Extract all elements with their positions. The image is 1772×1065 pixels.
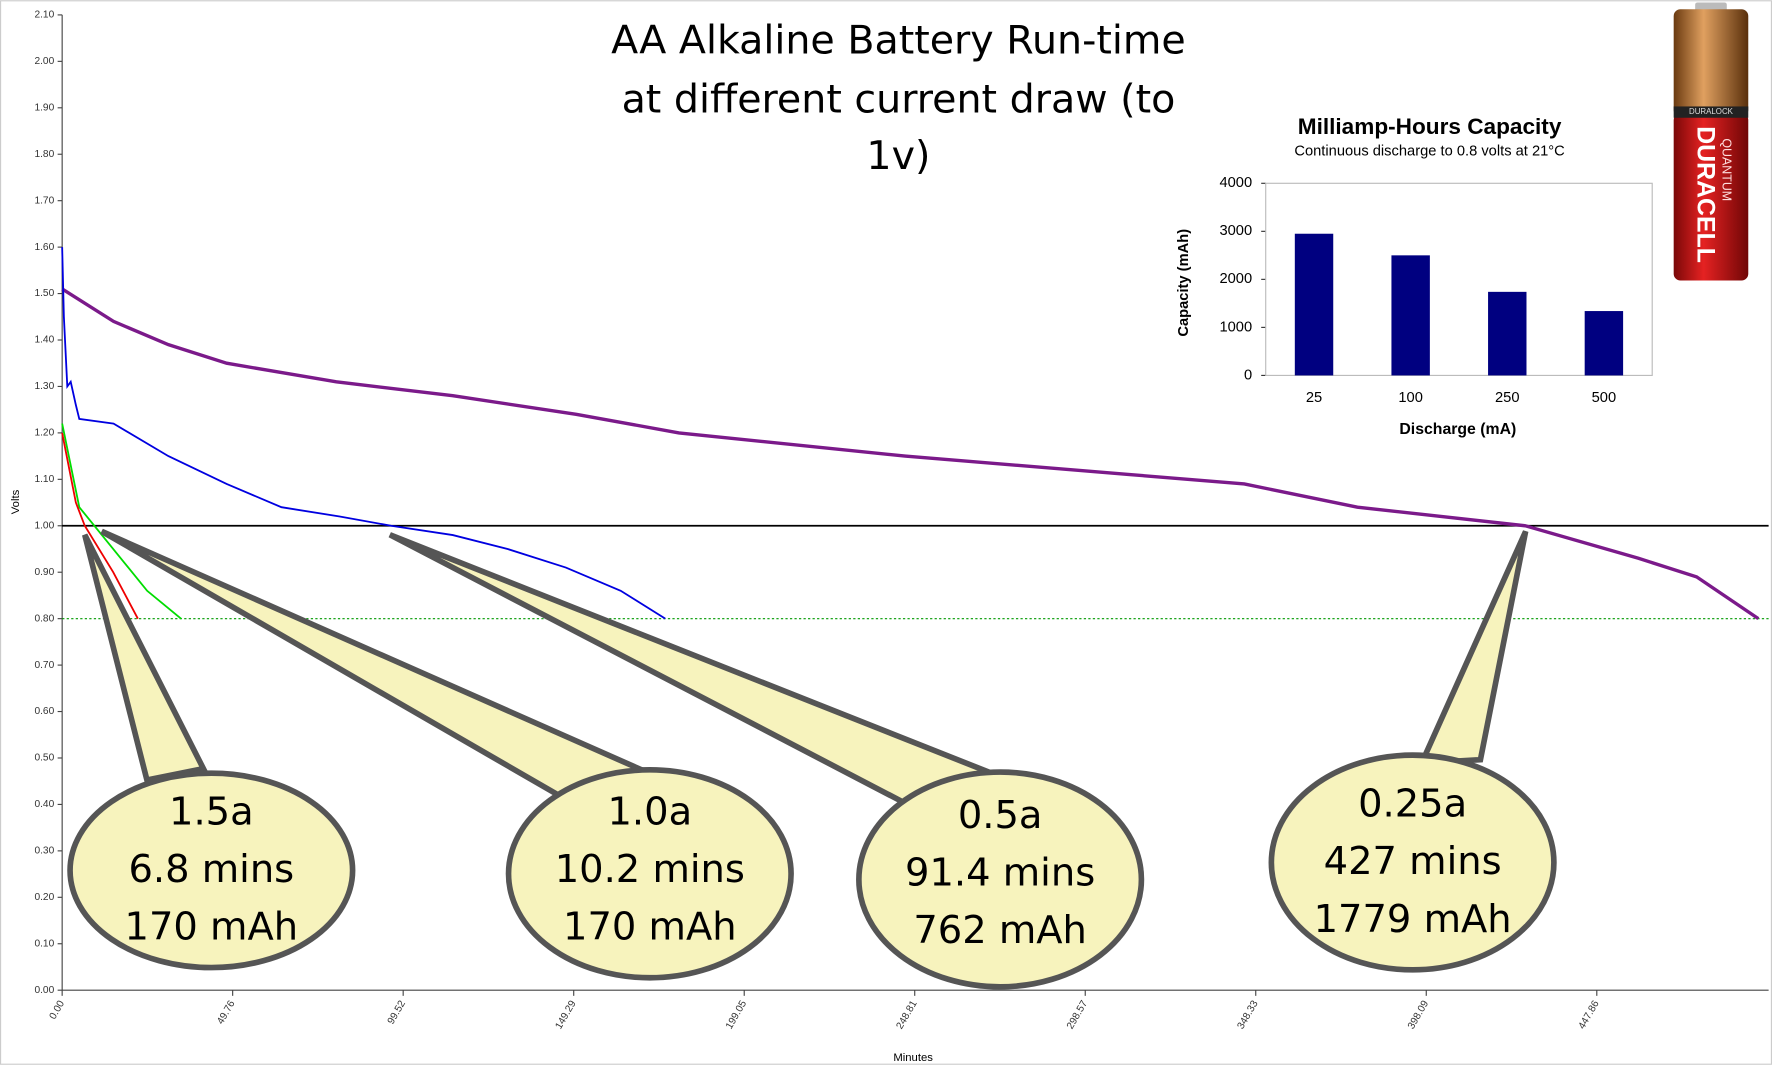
x-tick-label: 25 — [1306, 390, 1322, 406]
plot-frame — [1265, 182, 1653, 376]
inset-y-label: Capacity (mAh) — [1176, 229, 1192, 337]
x-tick-label: 250 — [1495, 390, 1520, 406]
series-line — [61, 247, 666, 620]
inset-plot: 0 1000 2000 3000 4000 25 100 250 500 — [1219, 175, 1653, 406]
x-tick-label: 100 — [1398, 390, 1423, 406]
inset-x-label: Discharge (mA) — [1399, 421, 1516, 438]
callout-text: 762 mAh — [913, 908, 1087, 953]
y-tick-label: 0.10 — [34, 938, 54, 949]
bar — [1584, 311, 1624, 376]
battery-nub — [1695, 2, 1727, 12]
y-tick-label: 0.90 — [34, 567, 54, 578]
callout-text: 427 mins — [1324, 839, 1502, 884]
y-tick-label: 1.30 — [34, 381, 54, 392]
callout — [856, 769, 1145, 990]
y-tick-label: 2000 — [1219, 271, 1252, 287]
y-tick-label: 2.00 — [34, 56, 54, 67]
y-tick-label: 0.40 — [34, 799, 54, 810]
callout — [67, 770, 356, 971]
bar — [1488, 291, 1527, 376]
callout-text: 10.2 mins — [555, 847, 745, 892]
callouts: 1.5a 6.8 mins 170 mAh 1.0a 10.2 mins 170… — [67, 528, 1557, 990]
callout-text: 0.5a — [958, 793, 1043, 838]
chart-title: 1v) — [866, 133, 930, 179]
x-tick-label: 500 — [1592, 390, 1617, 406]
inset-subtitle: Continuous discharge to 0.8 volts at 21°… — [1294, 144, 1565, 160]
y-tick-label: 4000 — [1219, 175, 1252, 191]
y-tick-label: 1.50 — [34, 288, 54, 299]
y-axis-label: Volts — [10, 489, 22, 514]
callout-text: 170 mAh — [125, 905, 299, 950]
y-tick-label: 1.70 — [34, 195, 54, 206]
y-tick-label: 1.60 — [34, 242, 54, 253]
battery-body — [1673, 113, 1749, 281]
y-tick-label: 2.10 — [34, 10, 54, 21]
y-tick-label: 1.90 — [34, 102, 54, 113]
series-line — [61, 287, 1760, 621]
y-tick-label: 0.30 — [34, 846, 54, 857]
callout-text: 1.0a — [607, 789, 692, 834]
y-tick-label: 3000 — [1219, 223, 1252, 239]
series-line — [61, 423, 182, 620]
battery: DURALOCK DURACELL QUANTUM — [1673, 2, 1749, 281]
callout — [1268, 752, 1557, 973]
chart-title: at different current draw (to — [622, 76, 1176, 122]
y-tick-label: 0.60 — [34, 706, 54, 717]
y-tick-label: 1.40 — [34, 335, 54, 346]
callout-text: 1.5a — [169, 789, 254, 834]
series-line — [61, 432, 139, 620]
y-tick-label: 1.10 — [34, 474, 54, 485]
callout-text: 0.25a — [1358, 781, 1467, 826]
y-tick-label: 1000 — [1219, 319, 1252, 335]
callout-text: 170 mAh — [563, 905, 737, 950]
y-tick-label: 0.00 — [34, 985, 54, 996]
x-axis-label: Minutes — [893, 1052, 933, 1064]
y-tick-label: 0.80 — [34, 613, 54, 624]
y-tick-label: 0.20 — [34, 892, 54, 903]
battery-text: QUANTUM — [1719, 138, 1733, 201]
y-tick-label: 0.70 — [34, 660, 54, 671]
y-tick-label: 1.20 — [34, 428, 54, 439]
chart-title: AA Alkaline Battery Run-time — [611, 18, 1186, 64]
y-tick-label: 1.00 — [34, 520, 54, 531]
callout — [505, 766, 794, 981]
y-tick-label: 0.50 — [34, 753, 54, 764]
inset-title: Milliamp-Hours Capacity — [1298, 114, 1562, 139]
y-tick-label: 1.80 — [34, 149, 54, 160]
callout-text: 1779 mAh — [1314, 897, 1512, 942]
battery-brand: DURACELL — [1692, 126, 1720, 263]
callout-text: 6.8 mins — [128, 847, 294, 892]
battery-band — [1673, 106, 1749, 118]
battery-text: DURALOCK — [1689, 107, 1734, 116]
bar — [1391, 255, 1430, 376]
callout-text: 91.4 mins — [905, 850, 1095, 895]
bar — [1294, 233, 1334, 376]
y-tick-label: 0 — [1244, 367, 1252, 383]
battery-top — [1673, 9, 1749, 117]
